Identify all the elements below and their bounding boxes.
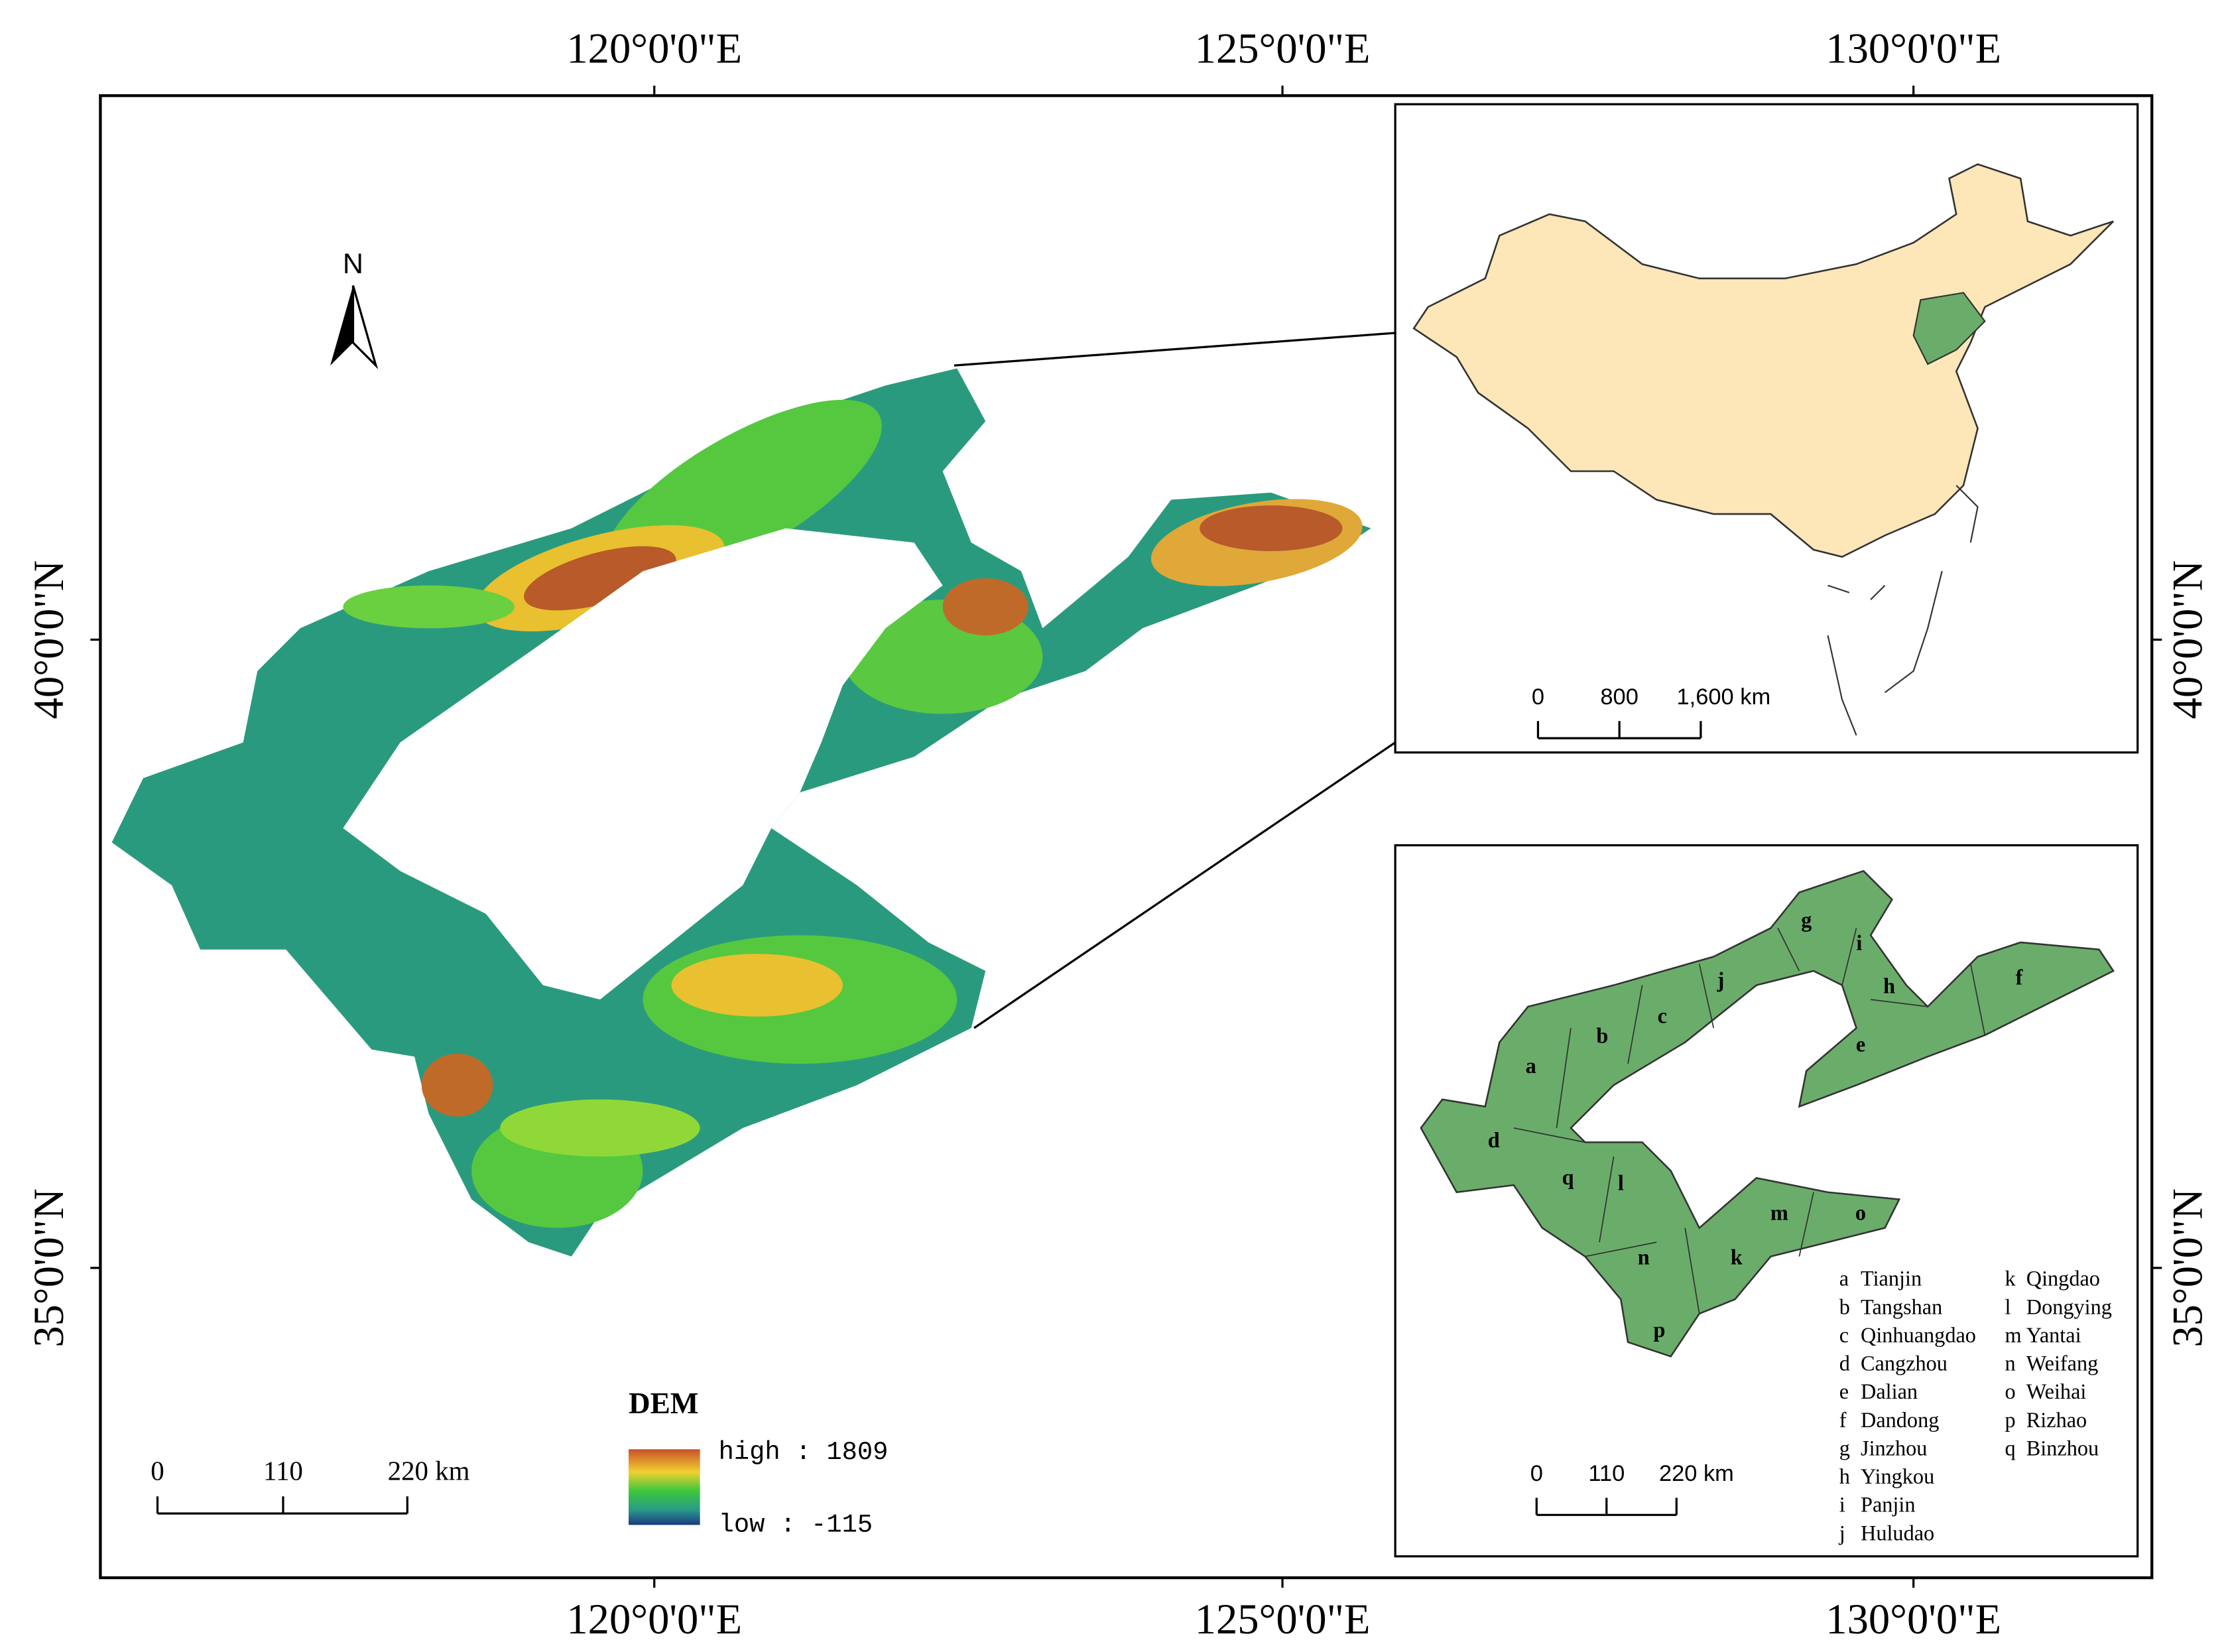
legend-city-name: Huludao (1861, 1521, 1934, 1545)
longitude-label: 120°0'0"E (566, 1595, 742, 1643)
scale-label: 0 (1530, 1461, 1543, 1486)
latitude-label: 35°0'0"N (2163, 1188, 2211, 1348)
city-letter: q (1562, 1165, 1574, 1189)
legend-ramp (628, 1449, 700, 1525)
legend-letter: b (1839, 1295, 1850, 1318)
north-arrow (351, 285, 379, 369)
city-letter: a (1526, 1054, 1536, 1078)
legend-letter: l (2005, 1295, 2011, 1318)
legend-letter: f (1839, 1408, 1847, 1432)
longitude-label: 130°0'0"E (1826, 24, 2001, 72)
legend-letter: n (2005, 1352, 2015, 1375)
scale-label: 220 km (1659, 1461, 1734, 1486)
scale-label: 220 km (388, 1456, 470, 1486)
city-letter: c (1658, 1003, 1667, 1027)
china-outline (1412, 163, 2115, 558)
inset-scale-bar (1536, 721, 1702, 739)
legend-letter: e (1839, 1379, 1849, 1403)
scale-label: 800 (1600, 684, 1638, 710)
legend-title: DEM (629, 1387, 698, 1420)
legend-letter: c (1839, 1323, 1849, 1347)
legend-letter: k (2005, 1267, 2016, 1291)
latitude-label: 40°0'0"N (25, 560, 72, 720)
city-letter: f (2016, 965, 2024, 989)
city-letter: h (1883, 974, 1895, 997)
legend-letter: q (2005, 1436, 2015, 1460)
latitude-label: 40°0'0"N (2163, 560, 2211, 720)
inset-scale-bar (1535, 1497, 1678, 1516)
city-letter: m (1770, 1201, 1788, 1225)
legend-city-name: Cangzhou (1861, 1352, 1948, 1375)
legend-high: high : 1809 (719, 1438, 889, 1467)
legend-city-name: Dongying (2026, 1295, 2112, 1318)
legend-city-name: Dalian (1861, 1379, 1918, 1403)
graticule-ticks (90, 86, 2162, 1588)
city-boundaries (1513, 928, 1986, 1314)
china-islands (1827, 485, 1979, 736)
city-letter: i (1856, 931, 1862, 955)
legend-letter: o (2005, 1379, 2015, 1403)
city-letter: g (1801, 908, 1812, 932)
legend-city-name: Tianjin (1861, 1267, 1922, 1291)
latitude-label: 35°0'0"N (25, 1188, 72, 1348)
legend-letter: g (1839, 1436, 1850, 1460)
legend-city-name: Weifang (2026, 1352, 2099, 1375)
legend-city-name: Dandong (1861, 1408, 1939, 1432)
legend-city-name: Yantai (2026, 1323, 2081, 1347)
scale-label: 110 (263, 1456, 303, 1486)
longitude-label: 125°0'0"E (1195, 1595, 1371, 1643)
legend-low: low : -115 (719, 1511, 873, 1540)
legend-letter: i (1839, 1493, 1845, 1517)
legend-letter: p (2005, 1408, 2015, 1432)
scale-label: 1,600 km (1676, 684, 1770, 710)
longitude-label: 130°0'0"E (1826, 1595, 2001, 1643)
legend-city-name: Tangshan (1861, 1295, 1942, 1318)
scale-label: 0 (151, 1456, 164, 1486)
map-frame (99, 94, 2154, 1580)
dem-raster (111, 368, 1371, 1257)
city-letter: n (1638, 1245, 1650, 1269)
city-letter: o (1855, 1201, 1866, 1225)
city-letter: p (1653, 1318, 1665, 1342)
scale-label: 0 (1532, 684, 1544, 710)
north-arrow (330, 285, 353, 366)
legend-city-name: Panjin (1861, 1493, 1916, 1517)
longitude-label: 120°0'0"E (566, 24, 742, 72)
legend-city-name: Binzhou (2026, 1436, 2099, 1460)
legend-letter: h (1839, 1464, 1850, 1488)
legend-city-name: Qingdao (2026, 1267, 2100, 1291)
cities-outline (1420, 869, 2115, 1358)
north-label: N (343, 248, 363, 280)
legend-city-name: Qinhuangdao (1861, 1323, 1976, 1347)
city-letter: b (1596, 1024, 1608, 1048)
legend-city-name: Rizhao (2026, 1408, 2087, 1432)
legend-letter: a (1839, 1267, 1849, 1291)
city-letter: d (1488, 1128, 1500, 1152)
city-letter: l (1618, 1171, 1624, 1194)
scale-bar (156, 1496, 408, 1515)
legend-letter: d (1839, 1352, 1850, 1375)
study-area (1912, 292, 1986, 365)
city-letter: e (1856, 1033, 1865, 1056)
legend-letter: m (2005, 1323, 2021, 1347)
legend-city-name: Weihai (2026, 1379, 2087, 1403)
city-letter: k (1731, 1245, 1743, 1269)
legend-city-name: Jinzhou (1861, 1436, 1927, 1460)
city-letter: j (1717, 968, 1725, 992)
longitude-label: 125°0'0"E (1195, 24, 1371, 72)
legend-city-name: Yingkou (1861, 1464, 1934, 1488)
scale-label: 110 (1588, 1461, 1625, 1486)
legend-letter: j (1839, 1521, 1845, 1545)
